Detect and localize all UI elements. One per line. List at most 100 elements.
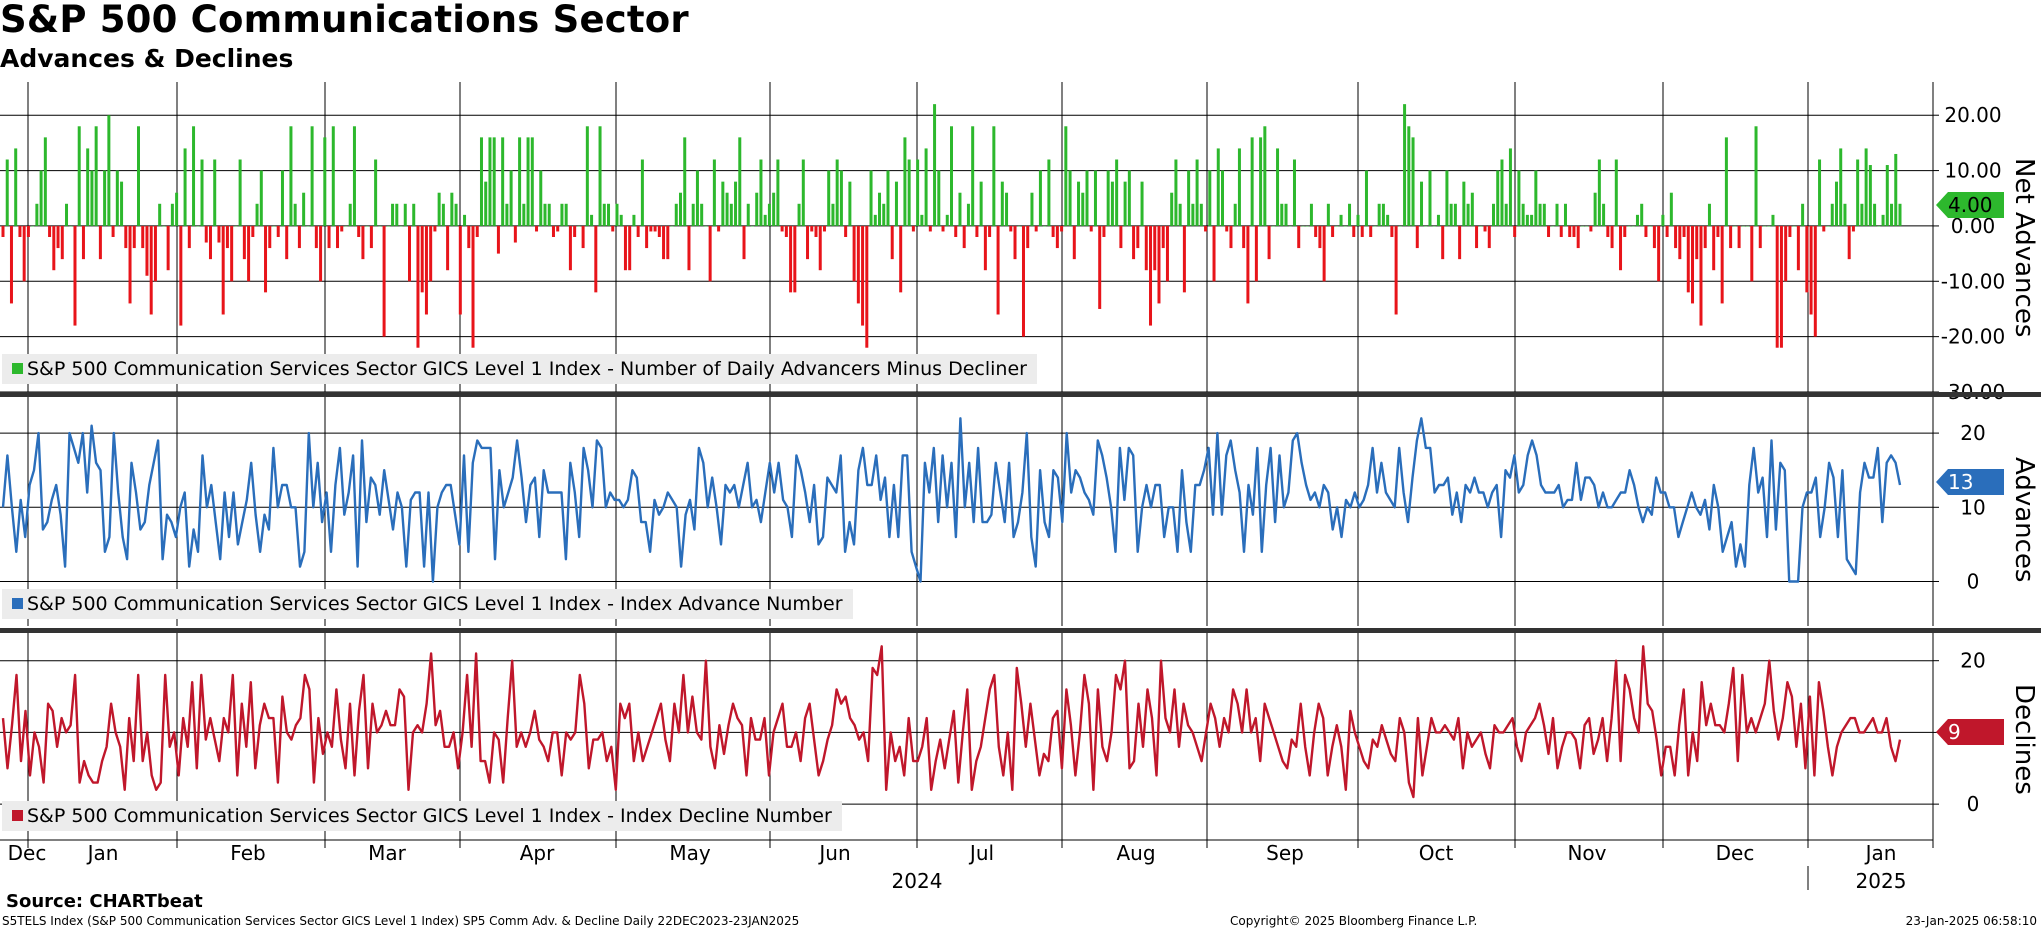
bar-267	[1132, 225, 1136, 260]
bar-396	[1678, 225, 1682, 260]
bar-127	[539, 170, 543, 226]
bar-372	[1576, 225, 1580, 249]
bar-300	[1271, 225, 1275, 227]
bar-223	[945, 214, 949, 226]
bar-346	[1466, 203, 1470, 226]
bar-191	[810, 225, 814, 232]
month-label-8: Aug	[1116, 841, 1155, 865]
bar-123	[522, 203, 526, 226]
bar-19	[81, 225, 85, 260]
bar-385	[1631, 225, 1635, 227]
bar-236	[1000, 181, 1004, 226]
bar-279	[1182, 225, 1186, 293]
bar-291	[1233, 203, 1237, 226]
bar-179	[759, 159, 763, 226]
bar-80	[340, 225, 344, 232]
bar-328	[1390, 225, 1394, 237]
bar-446	[1890, 203, 1894, 226]
bar-415	[1758, 225, 1762, 249]
bar-41	[175, 192, 179, 226]
bar-109	[463, 214, 467, 226]
bar-112	[475, 225, 479, 237]
bar-155	[657, 225, 661, 237]
bar-78	[331, 126, 335, 226]
bar-367	[1555, 203, 1559, 226]
bar-270	[1144, 225, 1148, 271]
bar-141	[598, 126, 602, 226]
bar-146	[619, 214, 623, 226]
bar-178	[755, 192, 759, 226]
year-label-0: 2024	[892, 869, 943, 893]
bar-231	[979, 181, 983, 226]
bar-347	[1470, 192, 1474, 226]
bar-152	[645, 225, 649, 249]
bar-251	[1064, 126, 1068, 226]
bar-257	[1089, 225, 1093, 232]
bar-204	[865, 225, 869, 348]
bar-398	[1686, 225, 1690, 293]
bar-227	[962, 225, 966, 249]
bar-246	[1043, 225, 1047, 227]
bar-379	[1606, 225, 1610, 237]
bar-30	[128, 225, 132, 304]
bar-147	[623, 225, 627, 271]
bar-95	[403, 203, 407, 226]
footer-copyright: Copyright© 2025 Bloomberg Finance L.P.	[1230, 914, 1478, 928]
bar-350	[1483, 225, 1487, 232]
bar-185	[784, 225, 788, 237]
bar-1	[5, 159, 9, 226]
bar-358	[1517, 170, 1521, 226]
bar-273	[1157, 225, 1161, 304]
month-label-9: Sep	[1266, 841, 1304, 865]
bar-219	[928, 225, 932, 232]
bar-201	[852, 225, 856, 282]
bar-253	[1072, 225, 1076, 260]
bar-345	[1462, 181, 1466, 226]
bar-32	[137, 126, 140, 226]
bar-215	[911, 225, 915, 232]
bar-187	[793, 225, 797, 293]
bar-221	[937, 170, 941, 226]
bar-174	[738, 137, 742, 226]
bar-413	[1750, 225, 1754, 282]
bar-6	[26, 225, 30, 237]
bar-34	[145, 225, 149, 276]
bar-244	[1034, 225, 1038, 232]
bar-404	[1712, 225, 1716, 271]
bar-58	[247, 225, 251, 282]
bar-197	[835, 159, 839, 226]
source-note: Source: CHARTbeat	[6, 891, 203, 912]
bar-301	[1276, 148, 1280, 226]
bar-128	[543, 203, 547, 226]
bar-302	[1280, 203, 1284, 226]
month-label-2: Feb	[230, 841, 265, 865]
bar-218	[924, 148, 928, 226]
bar-85	[361, 225, 365, 260]
bar-100	[424, 225, 428, 315]
bar-421	[1784, 225, 1788, 282]
bar-272	[1153, 225, 1157, 271]
bar-158	[670, 225, 674, 227]
bar-208	[882, 203, 886, 226]
bar-393	[1665, 225, 1669, 237]
month-label-6: Jun	[817, 841, 850, 865]
panel-separator-0	[0, 392, 2041, 397]
bar-397	[1682, 225, 1686, 237]
bar-295	[1250, 137, 1254, 226]
bar-228	[966, 203, 970, 226]
bar-54	[230, 225, 234, 282]
bar-315	[1335, 225, 1339, 227]
ytick-label-1-1: 10	[1960, 495, 1985, 519]
bar-162	[687, 225, 691, 271]
bar-381	[1614, 159, 1618, 226]
bar-263	[1115, 159, 1119, 226]
bar-399	[1691, 225, 1695, 304]
legend-net-advances: S&P 500 Communication Services Sector GI…	[2, 354, 1037, 384]
chart-title: S&P 500 Communications Sector	[0, 0, 689, 41]
bar-193	[818, 225, 822, 271]
bar-424	[1796, 225, 1800, 271]
bar-93	[395, 203, 399, 226]
bar-194	[822, 225, 826, 232]
bar-290	[1229, 225, 1233, 249]
